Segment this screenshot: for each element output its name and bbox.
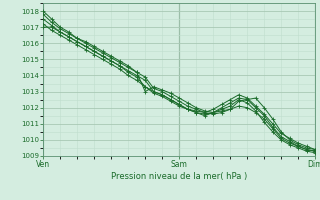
X-axis label: Pression niveau de la mer( hPa ): Pression niveau de la mer( hPa ) [111,172,247,181]
